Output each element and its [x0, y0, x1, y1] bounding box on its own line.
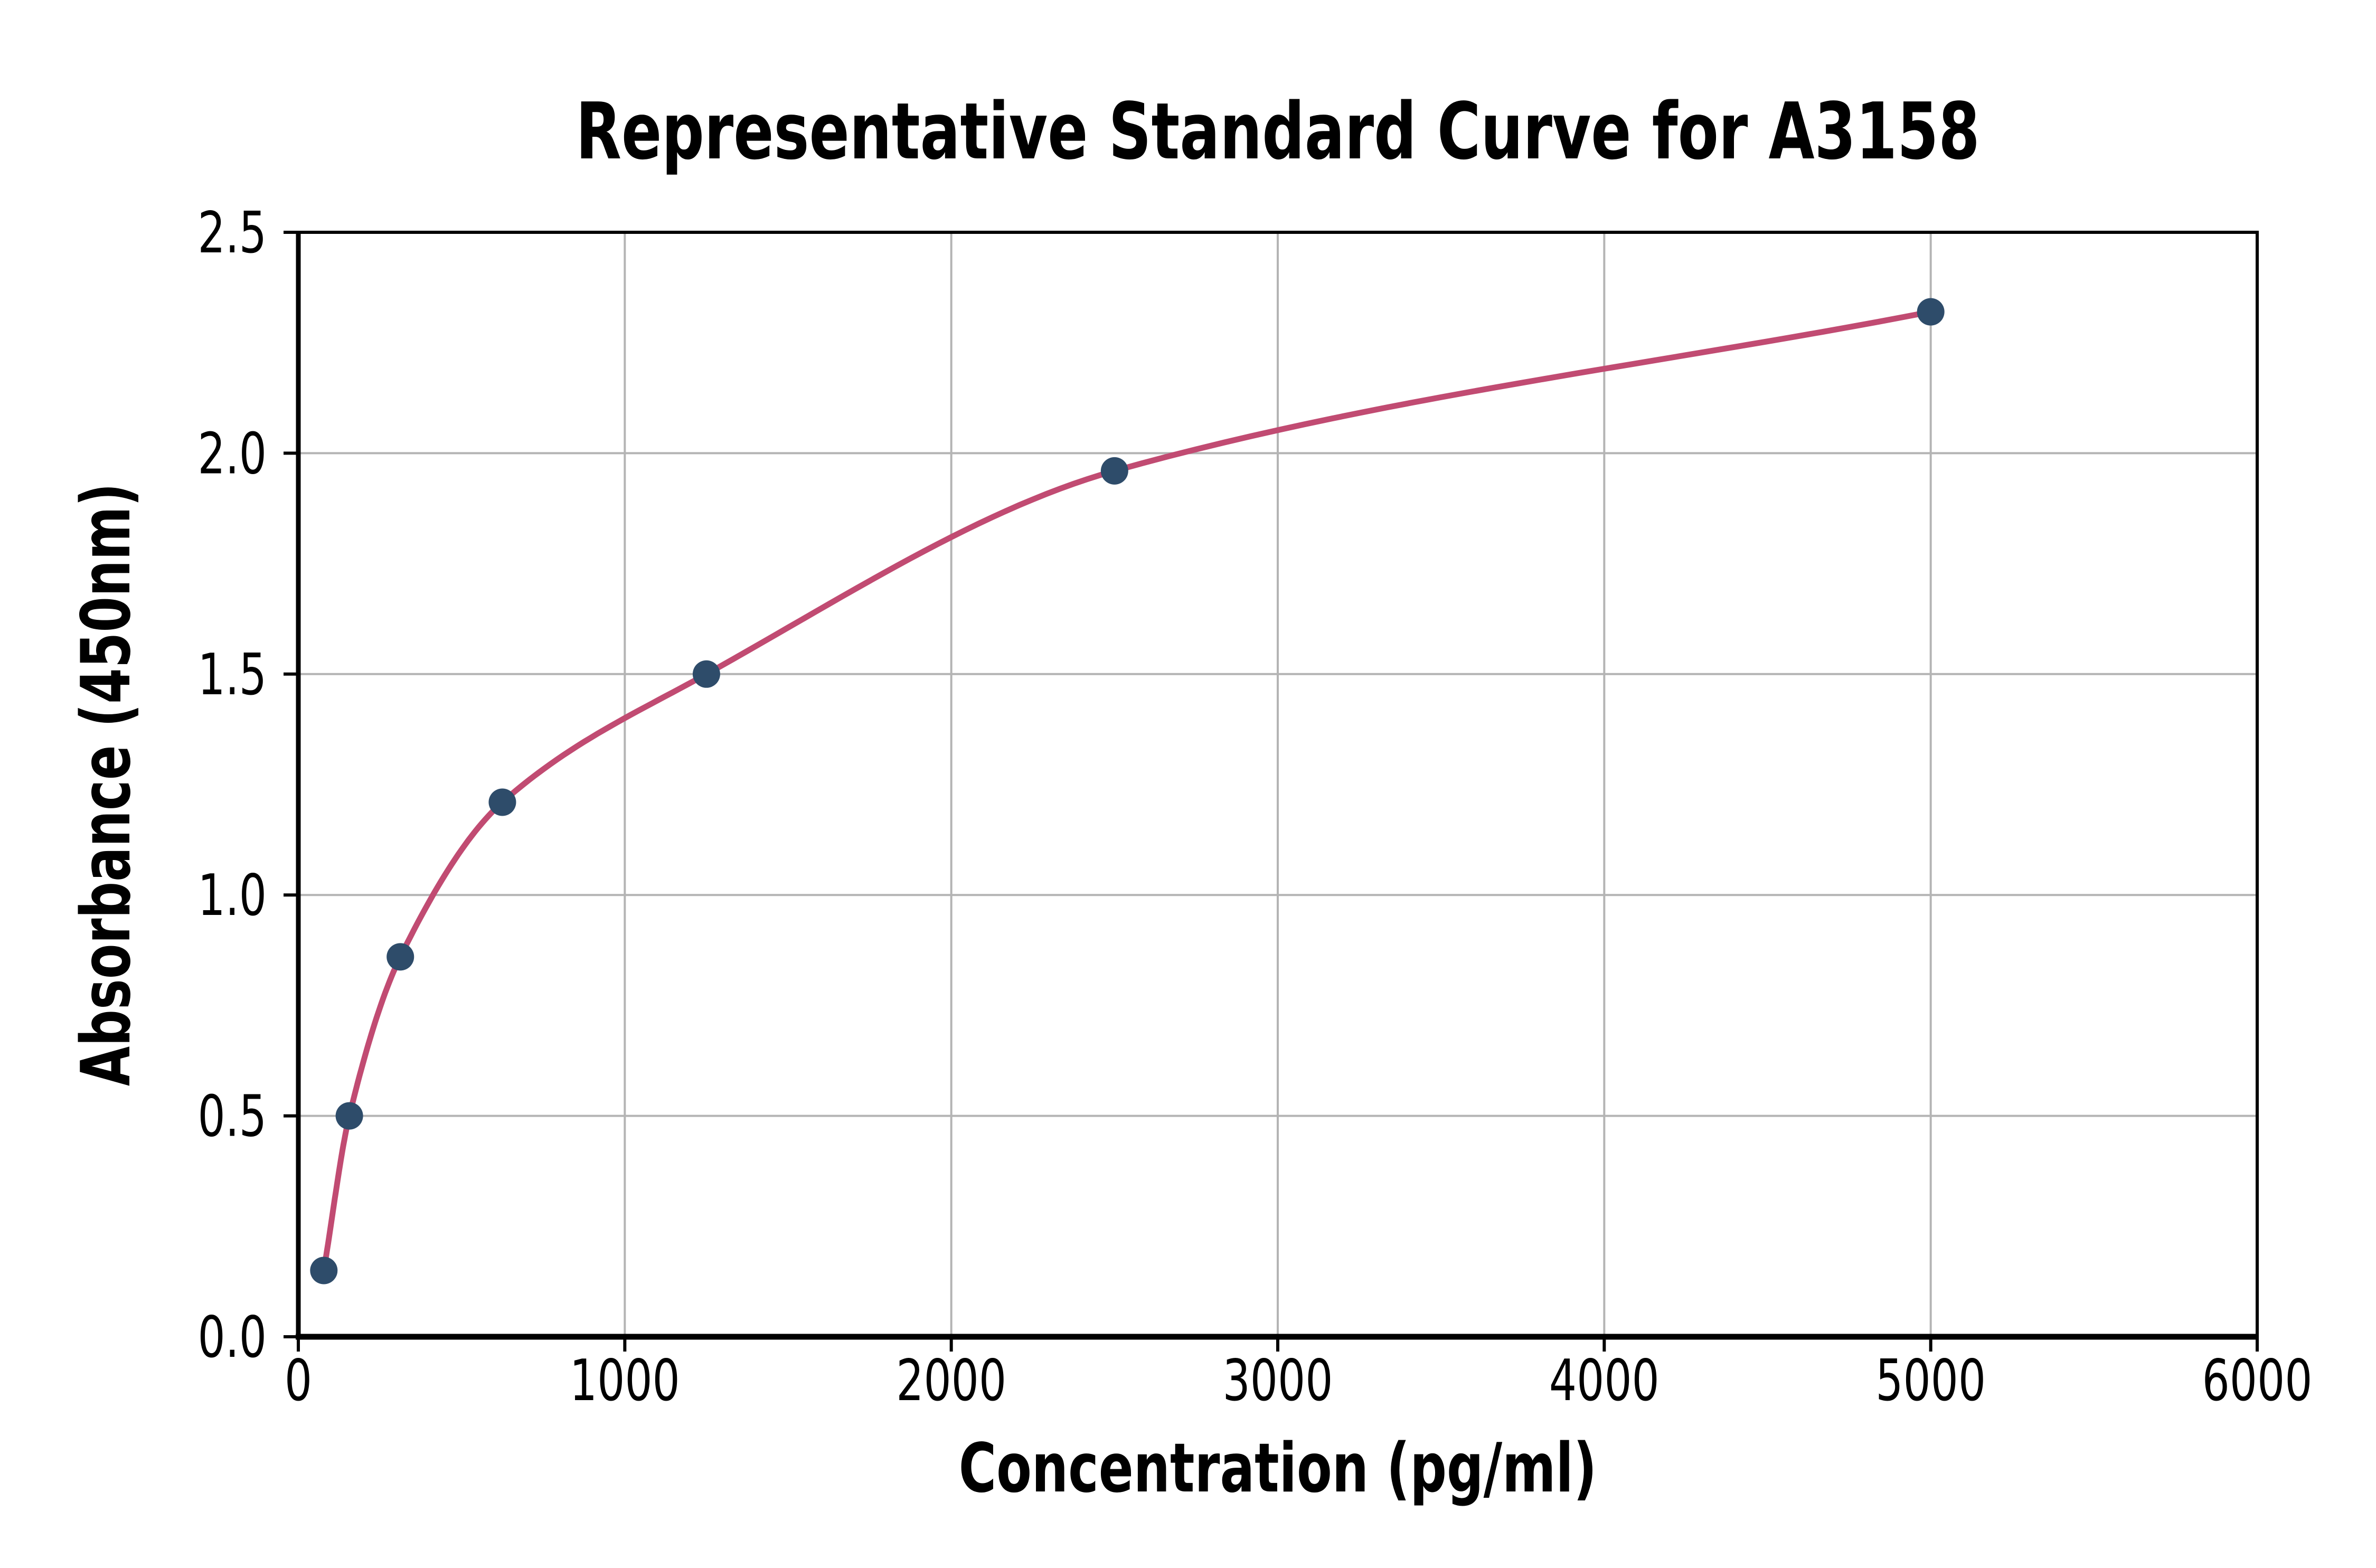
- y-tick-label: 0.5: [197, 1083, 267, 1149]
- x-tick-label: 2000: [896, 1347, 1006, 1414]
- x-tick-label: 0: [285, 1347, 312, 1414]
- data-point: [335, 1102, 363, 1130]
- y-tick-label: 1.0: [197, 862, 267, 929]
- data-point: [488, 788, 516, 816]
- data-point: [1917, 298, 1945, 326]
- data-point: [310, 1257, 338, 1284]
- y-tick-label: 2.0: [197, 420, 267, 487]
- x-tick-label: 4000: [1549, 1347, 1660, 1414]
- y-tick-label: 2.5: [197, 200, 267, 266]
- data-point: [1100, 457, 1128, 485]
- x-tick-label: 3000: [1223, 1347, 1333, 1414]
- x-axis-label: Concentration (pg/ml): [959, 1429, 1597, 1508]
- x-tick-label: 6000: [2202, 1347, 2313, 1414]
- data-point: [692, 660, 720, 688]
- data-point: [386, 943, 414, 971]
- y-tick-label: 0.0: [197, 1304, 267, 1371]
- x-tick-label: 1000: [570, 1347, 680, 1414]
- chart-title: Representative Standard Curve for A3158: [576, 86, 1979, 177]
- y-axis-label: Absorbance (450nm): [67, 483, 146, 1086]
- y-tick-label: 1.5: [197, 641, 267, 708]
- x-tick-label: 5000: [1875, 1347, 1986, 1414]
